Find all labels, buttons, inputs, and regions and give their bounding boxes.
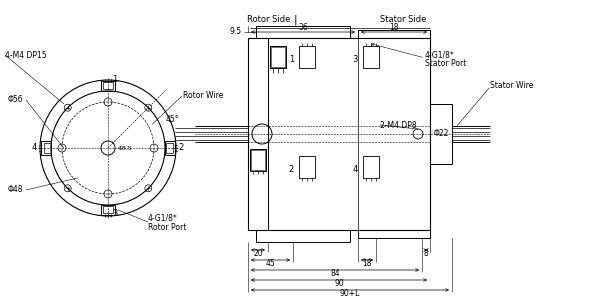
Bar <box>103 82 113 89</box>
Text: 9.5: 9.5 <box>230 27 242 37</box>
Bar <box>248 38 430 230</box>
Bar <box>363 156 379 178</box>
Text: 4: 4 <box>353 165 358 174</box>
Bar <box>251 150 265 170</box>
Text: Stator Wire: Stator Wire <box>490 81 533 89</box>
Text: Φ8.5: Φ8.5 <box>118 146 133 150</box>
Bar <box>101 81 115 91</box>
Text: Φ48: Φ48 <box>8 185 24 194</box>
Bar <box>166 143 173 153</box>
Text: 84: 84 <box>330 269 340 278</box>
Text: Φ56: Φ56 <box>8 95 24 104</box>
Text: 90+L: 90+L <box>340 290 360 298</box>
Bar <box>250 149 266 171</box>
Text: Rotor Wire: Rotor Wire <box>183 92 223 101</box>
Text: 18: 18 <box>389 24 399 33</box>
Text: 1: 1 <box>289 56 294 65</box>
Bar <box>430 104 452 164</box>
Bar <box>101 205 115 215</box>
Bar <box>358 230 430 238</box>
Bar <box>299 46 315 68</box>
Text: 20: 20 <box>253 249 263 259</box>
Text: |: | <box>293 15 297 25</box>
Text: 2-M4 DP8: 2-M4 DP8 <box>380 120 417 130</box>
Bar <box>248 38 268 230</box>
Text: Φ22: Φ22 <box>433 130 449 139</box>
Text: Stator Port: Stator Port <box>425 59 466 69</box>
Bar <box>270 46 286 68</box>
Bar <box>363 46 379 68</box>
Text: Rotor Port: Rotor Port <box>148 223 187 233</box>
Bar <box>271 47 285 67</box>
Text: 3: 3 <box>112 210 117 219</box>
Text: Rotor Side: Rotor Side <box>246 15 290 24</box>
Text: 4-M4 DP15: 4-M4 DP15 <box>5 50 47 59</box>
Text: Stator Side: Stator Side <box>380 15 426 24</box>
Text: 3: 3 <box>353 56 358 65</box>
Bar <box>165 141 175 155</box>
Text: 2: 2 <box>289 165 294 174</box>
Text: 90: 90 <box>334 279 344 288</box>
Text: 18: 18 <box>362 259 371 268</box>
Text: 1: 1 <box>112 76 117 85</box>
Text: 4-G1/8*: 4-G1/8* <box>425 50 455 59</box>
Bar <box>41 141 51 155</box>
Text: 45: 45 <box>265 259 275 268</box>
Bar <box>44 143 51 153</box>
Text: 4-G1/8*: 4-G1/8* <box>148 214 178 223</box>
Text: 45°: 45° <box>165 115 179 124</box>
Bar <box>256 26 350 38</box>
Bar <box>299 156 315 178</box>
Text: 2: 2 <box>178 143 183 153</box>
Bar <box>103 206 113 213</box>
Text: 36: 36 <box>298 24 308 33</box>
Text: 8: 8 <box>423 249 428 259</box>
Text: 4: 4 <box>32 143 37 153</box>
Bar <box>256 230 350 242</box>
Bar <box>358 30 430 38</box>
